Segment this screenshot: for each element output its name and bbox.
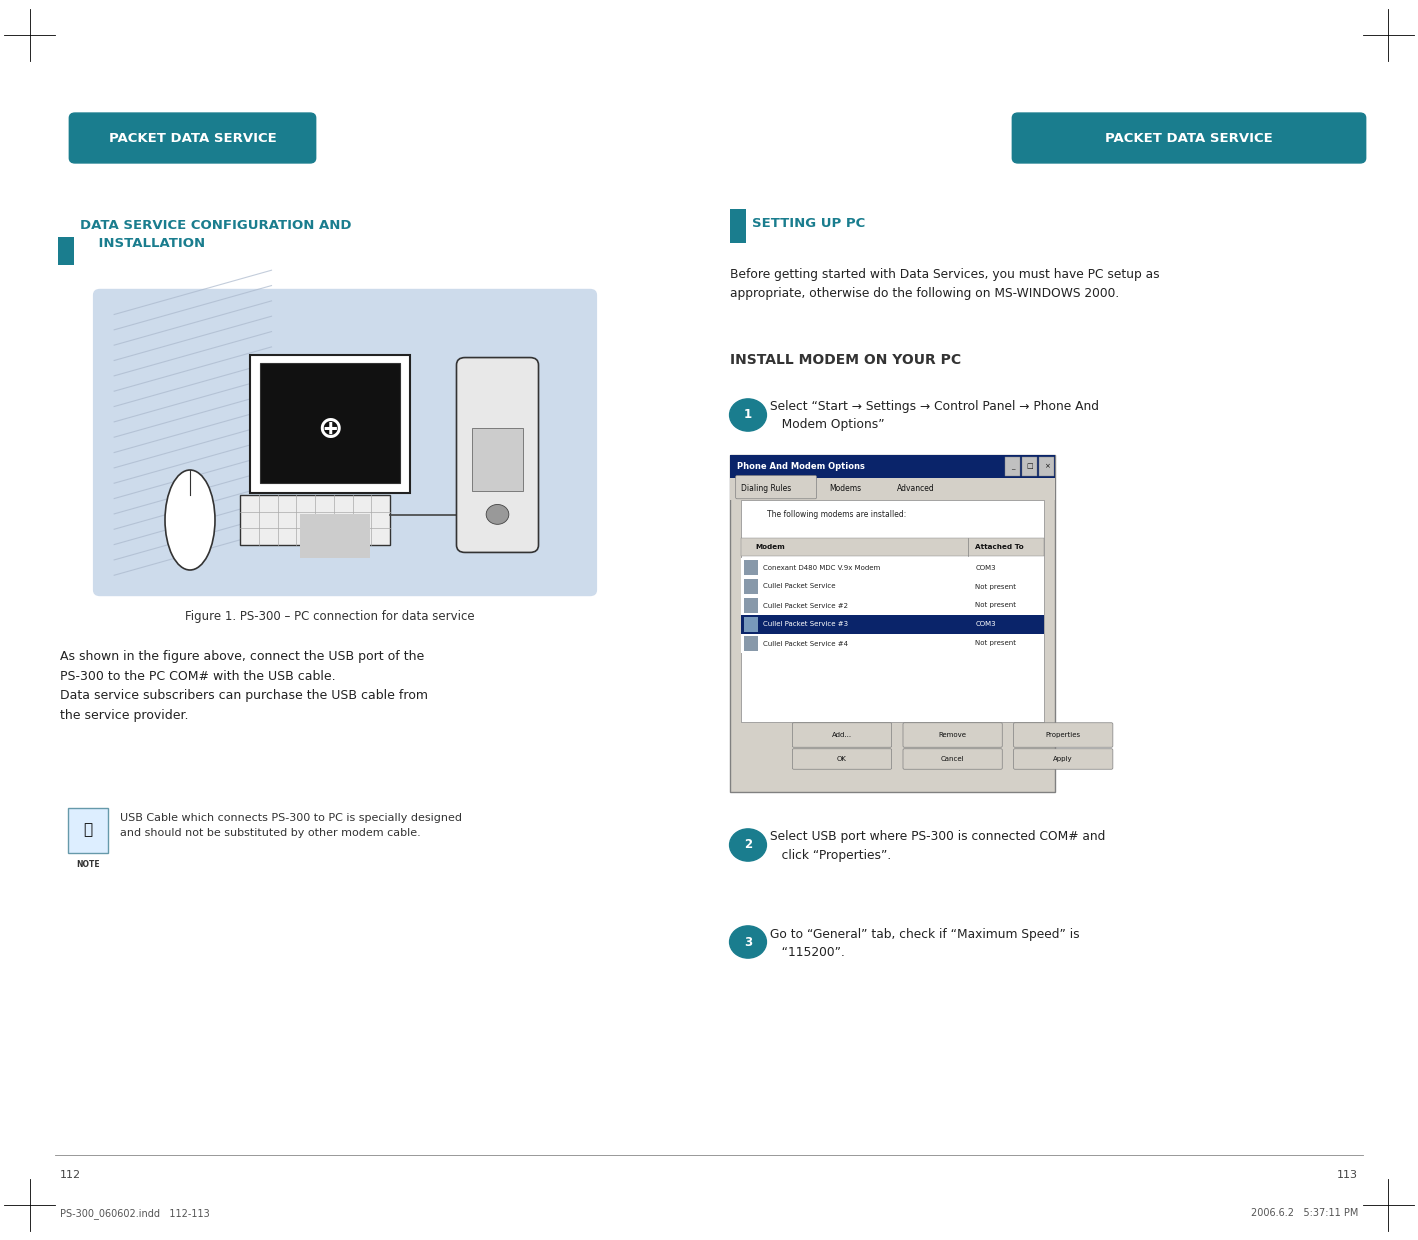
Bar xyxy=(742,538,1044,556)
Bar xyxy=(744,636,759,651)
Text: Dialing Rules: Dialing Rules xyxy=(742,485,791,494)
Text: COM3: COM3 xyxy=(976,621,995,627)
Text: 📖: 📖 xyxy=(84,822,92,837)
Text: USB Cable which connects PS-300 to PC is specially designed
and should not be su: USB Cable which connects PS-300 to PC is… xyxy=(121,813,462,838)
Text: _: _ xyxy=(1011,464,1014,470)
Text: As shown in the figure above, connect the USB port of the
PS-300 to the PC COM# : As shown in the figure above, connect th… xyxy=(60,650,428,722)
Circle shape xyxy=(730,399,767,432)
Text: Not present: Not present xyxy=(976,641,1017,646)
Text: SETTING UP PC: SETTING UP PC xyxy=(752,217,865,229)
Text: 112: 112 xyxy=(60,1171,81,1180)
Text: OK: OK xyxy=(837,756,847,763)
Text: Add...: Add... xyxy=(832,732,852,738)
Text: 2: 2 xyxy=(744,838,752,852)
Bar xyxy=(742,634,1044,653)
Bar xyxy=(730,455,1055,477)
Bar xyxy=(68,808,108,853)
FancyBboxPatch shape xyxy=(736,475,817,498)
Text: Apply: Apply xyxy=(1054,756,1073,763)
Text: 3: 3 xyxy=(744,935,752,949)
FancyBboxPatch shape xyxy=(903,723,1003,748)
Text: □: □ xyxy=(1027,464,1032,470)
Bar xyxy=(742,577,1044,596)
Circle shape xyxy=(730,828,767,861)
Circle shape xyxy=(730,926,767,959)
Text: Cullel Packet Service #2: Cullel Packet Service #2 xyxy=(763,603,848,609)
Text: PACKET DATA SERVICE: PACKET DATA SERVICE xyxy=(1105,131,1273,145)
Text: 1: 1 xyxy=(744,408,752,422)
Text: Attached To: Attached To xyxy=(976,544,1024,551)
Bar xyxy=(1039,458,1054,475)
Bar xyxy=(744,598,759,613)
Bar xyxy=(472,428,523,491)
Text: Modem: Modem xyxy=(756,544,786,551)
Bar xyxy=(240,495,390,546)
Bar xyxy=(259,363,400,484)
Text: NOTE: NOTE xyxy=(77,861,99,869)
Bar xyxy=(744,579,759,594)
Circle shape xyxy=(486,505,509,525)
Bar xyxy=(730,455,1055,792)
Text: Select USB port where PS-300 is connected COM# and
   click “Properties”.: Select USB port where PS-300 is connecte… xyxy=(770,830,1106,862)
Text: Go to “General” tab, check if “Maximum Speed” is
   “115200”.: Go to “General” tab, check if “Maximum S… xyxy=(770,928,1079,960)
Text: Modems: Modems xyxy=(830,485,861,494)
Text: Conexant D480 MDC V.9x Modem: Conexant D480 MDC V.9x Modem xyxy=(763,564,879,570)
Bar xyxy=(730,210,746,237)
Bar xyxy=(58,237,74,265)
Bar xyxy=(742,615,1044,634)
Bar xyxy=(744,618,759,632)
Text: The following modems are installed:: The following modems are installed: xyxy=(767,510,906,518)
Text: Advanced: Advanced xyxy=(898,485,934,494)
Text: Cullel Packet Service #3: Cullel Packet Service #3 xyxy=(763,621,848,627)
Text: 2006.6.2   5:37:11 PM: 2006.6.2 5:37:11 PM xyxy=(1251,1208,1358,1218)
Text: INSTALL MODEM ON YOUR PC: INSTALL MODEM ON YOUR PC xyxy=(730,353,961,367)
Text: PACKET DATA SERVICE: PACKET DATA SERVICE xyxy=(109,131,277,145)
FancyBboxPatch shape xyxy=(94,289,597,596)
Text: ⊕: ⊕ xyxy=(318,414,343,444)
Text: Cullel Packet Service: Cullel Packet Service xyxy=(763,584,835,589)
Bar xyxy=(250,355,410,494)
Bar xyxy=(742,558,1044,577)
FancyBboxPatch shape xyxy=(1014,749,1113,769)
Text: Select “Start → Settings → Control Panel → Phone And
   Modem Options”: Select “Start → Settings → Control Panel… xyxy=(770,401,1099,432)
FancyBboxPatch shape xyxy=(903,749,1003,769)
FancyBboxPatch shape xyxy=(1012,113,1366,162)
Text: Not present: Not present xyxy=(976,603,1017,609)
FancyBboxPatch shape xyxy=(69,113,316,162)
Text: Figure 1. PS-300 – PC connection for data service: Figure 1. PS-300 – PC connection for dat… xyxy=(186,610,475,622)
Bar xyxy=(742,596,1044,615)
Text: Cancel: Cancel xyxy=(940,756,964,763)
FancyBboxPatch shape xyxy=(793,723,892,748)
Bar xyxy=(1022,458,1037,475)
FancyBboxPatch shape xyxy=(793,749,892,769)
Text: Before getting started with Data Services, you must have PC setup as
appropriate: Before getting started with Data Service… xyxy=(730,268,1160,300)
FancyBboxPatch shape xyxy=(457,357,539,553)
Text: DATA SERVICE CONFIGURATION AND
    INSTALLATION: DATA SERVICE CONFIGURATION AND INSTALLAT… xyxy=(79,219,352,250)
Text: Remove: Remove xyxy=(939,732,967,738)
Ellipse shape xyxy=(164,470,216,570)
Bar xyxy=(744,560,759,575)
Text: Properties: Properties xyxy=(1045,732,1081,738)
Text: Not present: Not present xyxy=(976,584,1017,589)
Bar xyxy=(742,500,1044,722)
Text: 113: 113 xyxy=(1337,1171,1358,1180)
Bar xyxy=(730,477,1055,500)
Bar xyxy=(1005,458,1020,475)
Bar xyxy=(730,215,746,243)
Text: Phone And Modem Options: Phone And Modem Options xyxy=(737,463,865,471)
Bar xyxy=(301,515,370,558)
FancyBboxPatch shape xyxy=(1014,723,1113,748)
Text: PS-300_060602.indd   112-113: PS-300_060602.indd 112-113 xyxy=(60,1208,210,1219)
Text: Cullel Packet Service #4: Cullel Packet Service #4 xyxy=(763,641,848,646)
Text: ×: × xyxy=(1044,464,1049,470)
Text: COM3: COM3 xyxy=(976,564,995,570)
